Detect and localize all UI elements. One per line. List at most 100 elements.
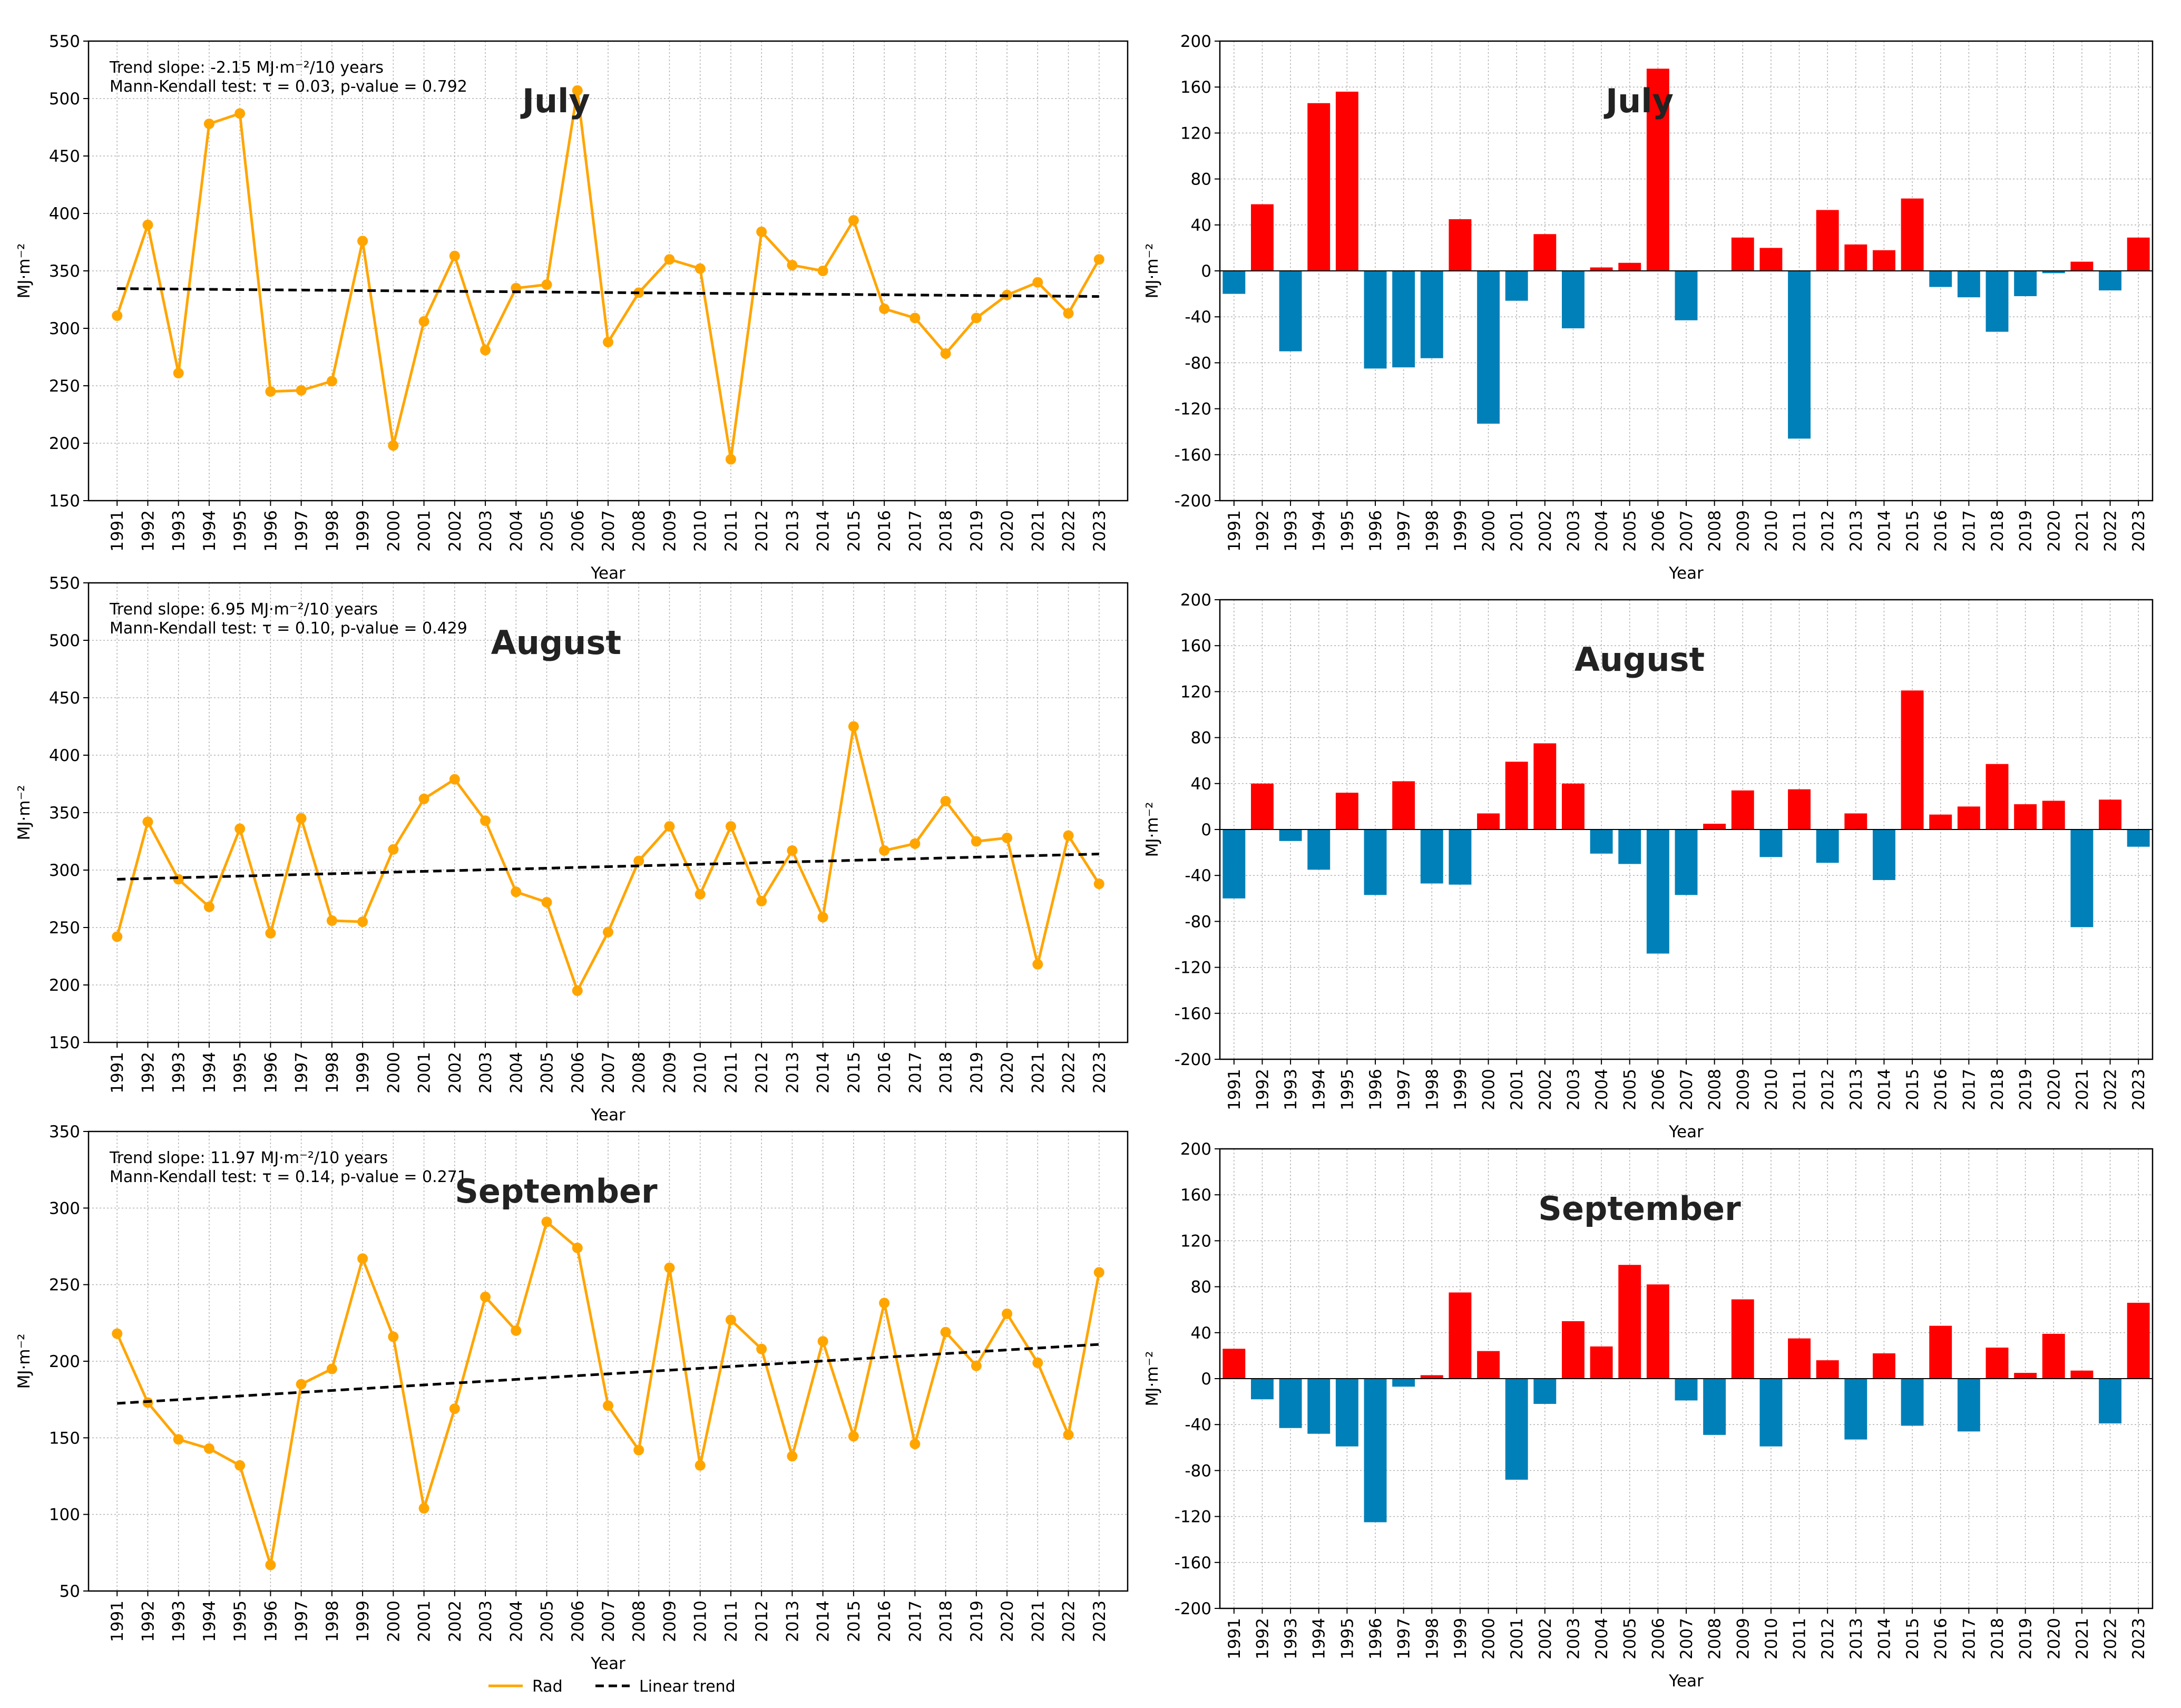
x-tick-label: 1997: [1395, 1618, 1414, 1660]
x-tick-label: 2020: [2045, 1618, 2063, 1660]
y-axis-label: MJ·m⁻²: [15, 785, 34, 841]
rad-point: [142, 219, 153, 230]
x-tick-label: 2016: [1932, 1618, 1951, 1660]
x-tick-label: 2005: [538, 1600, 557, 1642]
x-tick-label: 2018: [937, 1600, 956, 1642]
rad-point: [203, 118, 214, 129]
x-tick-label: 2014: [814, 1600, 833, 1642]
rad-point: [418, 793, 429, 804]
y-axis-label: MJ·m⁻²: [1143, 243, 1162, 299]
rad-point: [572, 985, 583, 996]
anomaly-bar: [1251, 783, 1274, 829]
x-tick-label: 1999: [354, 510, 373, 552]
rad-point: [357, 916, 368, 928]
y-tick-label: -200: [1175, 1599, 1211, 1618]
x-tick-label: 2022: [2101, 510, 2120, 552]
rad-point: [879, 1297, 890, 1309]
rad-point: [326, 915, 337, 926]
x-tick-label: 1999: [354, 1600, 373, 1642]
anomaly-bar: [1420, 1375, 1443, 1379]
trend-slope-annotation: Trend slope: 11.97 MJ·m⁻²/10 years: [109, 1149, 388, 1167]
x-tick-label: 2000: [384, 1052, 403, 1094]
x-tick-label: 2010: [1762, 1618, 1781, 1660]
anomaly-bar: [1703, 1379, 1726, 1435]
anomaly-bar: [2014, 1373, 2037, 1379]
rad-point: [388, 440, 399, 451]
rad-point: [511, 886, 522, 897]
x-tick-label: 2011: [1791, 1618, 1810, 1660]
anomaly-bar: [1901, 198, 1924, 271]
x-tick-label: 2013: [1847, 1618, 1866, 1660]
x-axis-label: Year: [1668, 1672, 1704, 1691]
rad-point: [664, 1262, 675, 1273]
plot-frame: [1219, 599, 2154, 1060]
x-tick-label: 2003: [476, 510, 495, 552]
rad-point: [940, 1326, 951, 1338]
x-tick-label: 1993: [1282, 1069, 1300, 1110]
x-tick-label: 1996: [1366, 1618, 1385, 1660]
x-tick-label: 1998: [323, 1052, 342, 1094]
anomaly-bar: [2099, 271, 2121, 291]
anomaly-bar: [1505, 762, 1528, 829]
x-tick-label: 1997: [292, 1600, 311, 1642]
anomaly-bar: [1279, 271, 1302, 352]
anomaly-bar: [2099, 1379, 2121, 1424]
x-tick-label: 1995: [231, 1052, 250, 1094]
rad-point: [173, 368, 184, 379]
anomaly-bar: [1505, 1379, 1528, 1480]
x-tick-label: 1997: [292, 1052, 311, 1094]
x-tick-label: 2011: [722, 1600, 741, 1642]
x-tick-label: 2020: [998, 1600, 1017, 1642]
x-tick-label: 1992: [1253, 1618, 1272, 1660]
rad-point: [449, 774, 460, 785]
y-tick-label: 200: [49, 976, 80, 995]
x-tick-label: 1993: [170, 510, 189, 552]
x-tick-label: 2006: [1649, 1069, 1668, 1110]
x-tick-label: 2005: [1621, 510, 1640, 552]
month-title: September: [1538, 1189, 1741, 1228]
anomaly-bar: [1759, 248, 1783, 271]
anomaly-bar: [1731, 1299, 1754, 1379]
rad-point: [1002, 832, 1013, 843]
rad-point: [388, 844, 399, 855]
x-tick-label: 2011: [1791, 1069, 1810, 1110]
y-tick-label: 150: [49, 492, 80, 511]
month-title: August: [1574, 640, 1705, 679]
x-tick-label: 2013: [1847, 510, 1866, 552]
y-tick-label: -40: [1185, 1416, 1211, 1434]
rad-point: [787, 845, 798, 856]
x-tick-label: 1997: [1395, 510, 1414, 552]
x-tick-label: 2006: [1649, 1618, 1668, 1660]
x-tick-label: 2001: [1508, 1069, 1527, 1110]
anomaly-bar: [1477, 1351, 1500, 1379]
line-chart-july: 150 200 250 300 350 400 450 500 550 1991 1992 1993 1…: [15, 32, 1129, 583]
y-tick-label: 200: [1180, 591, 1211, 610]
rad-point: [541, 897, 552, 908]
anomaly-bar: [2127, 237, 2150, 271]
anomaly-bar: [1590, 267, 1613, 271]
x-axis-label: Year: [590, 1106, 625, 1125]
anomaly-bar: [1675, 1379, 1698, 1401]
y-tick-label: -120: [1175, 400, 1211, 419]
y-tick-label: 550: [49, 574, 80, 593]
rad-point: [1002, 1308, 1013, 1319]
x-tick-label: 2011: [722, 1052, 741, 1094]
rad-point: [817, 1336, 828, 1347]
y-tick-label: 350: [49, 1123, 80, 1141]
x-tick-label: 2000: [1480, 1069, 1499, 1110]
rad-point: [296, 1379, 307, 1390]
rad-point: [879, 845, 890, 856]
y-tick-label: -40: [1185, 308, 1211, 327]
x-tick-label: 2010: [1762, 510, 1781, 552]
x-tick-label: 1992: [1253, 510, 1272, 552]
anomaly-bar: [1675, 271, 1698, 320]
anomaly-bar: [1618, 1265, 1641, 1379]
anomaly-bar: [2014, 271, 2037, 296]
x-tick-label: 1994: [200, 1052, 219, 1094]
y-tick-label: -120: [1175, 1508, 1211, 1527]
rad-point: [633, 1445, 644, 1456]
y-tick-label: 450: [49, 147, 80, 166]
x-tick-label: 2016: [875, 510, 894, 552]
rad-point: [203, 901, 214, 912]
